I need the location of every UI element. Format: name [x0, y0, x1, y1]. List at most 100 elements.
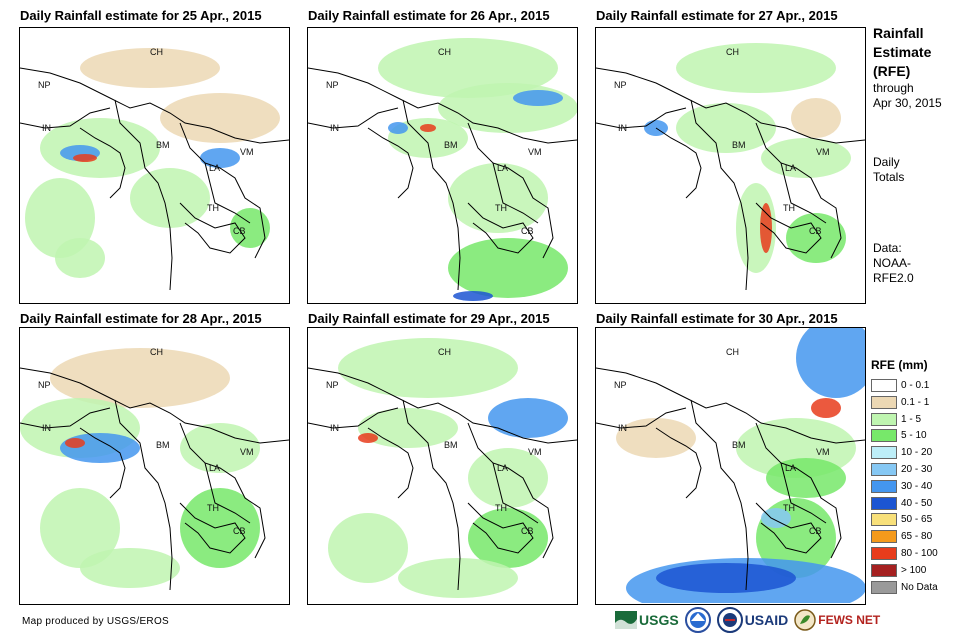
legend-swatch [871, 546, 897, 560]
side-source2: RFE2.0 [873, 271, 914, 285]
rainfall-area [160, 93, 280, 143]
legend-label: 80 - 100 [901, 547, 938, 559]
legend-item: 5 - 10 [871, 428, 965, 443]
usgs-wave-icon [615, 611, 637, 629]
rainfall-area [656, 563, 796, 593]
legend-item: 65 - 80 [871, 529, 965, 544]
rainfall-area [398, 558, 518, 598]
legend-swatch [871, 395, 897, 409]
map-description: Rainfall Estimate (RFE) through Apr 30, … [873, 24, 967, 286]
rainfall-map: CH NP IN BM VM LA TH CB [19, 327, 290, 605]
legend-item: No Data [871, 580, 965, 595]
country-border [20, 367, 289, 444]
rainfall-area [766, 458, 846, 498]
rainfall-area [791, 98, 841, 138]
agency-logos: USGS USAID FEWS NET [615, 606, 880, 634]
usgs-text: USGS [639, 612, 679, 628]
rainfall-area [73, 154, 97, 162]
country-label: LA [785, 163, 796, 173]
panel-title: Daily Rainfall estimate for 26 Apr., 201… [308, 8, 550, 23]
country-label: CH [150, 47, 163, 57]
country-border [467, 122, 554, 259]
country-border [780, 462, 827, 524]
country-label: LA [785, 463, 796, 473]
rainfall-area [468, 508, 548, 568]
legend-item: 10 - 20 [871, 445, 965, 460]
rainfall-area [761, 138, 851, 178]
side-source1: NOAA- [873, 256, 912, 270]
rainfall-area [676, 43, 836, 93]
rainfall-area [488, 398, 568, 438]
country-border [596, 107, 687, 129]
legend-swatch [871, 379, 897, 392]
country-border [467, 502, 534, 554]
country-border [467, 422, 554, 559]
legend-label: 0.1 - 1 [901, 396, 930, 408]
country-label: NP [38, 80, 51, 90]
country-border [114, 99, 173, 291]
country-label: NP [326, 380, 339, 390]
legend-swatch [871, 479, 897, 493]
legend-swatch [871, 446, 897, 460]
country-label: TH [495, 503, 507, 513]
legend-label: No Data [901, 581, 938, 593]
country-label: BM [156, 440, 170, 450]
country-label: LA [497, 463, 508, 473]
country-label: TH [783, 203, 795, 213]
legend-label: 5 - 10 [901, 430, 927, 442]
country-label: TH [495, 203, 507, 213]
rainfall-area [80, 48, 220, 88]
country-border [596, 367, 865, 444]
country-label: TH [783, 503, 795, 513]
country-label: CH [726, 47, 739, 57]
rainfall-area [676, 103, 776, 153]
legend-swatch [871, 412, 897, 426]
legend-item: 1 - 5 [871, 412, 965, 427]
country-label: IN [42, 123, 51, 133]
country-label: CB [809, 226, 822, 236]
country-label: LA [209, 163, 220, 173]
side-data-label: Data: [873, 241, 902, 255]
panel-title: Daily Rainfall estimate for 25 Apr., 201… [20, 8, 262, 23]
usaid-logo: USAID [716, 607, 788, 633]
country-label: VM [528, 147, 542, 157]
country-border [114, 399, 173, 591]
country-label: IN [42, 423, 51, 433]
rainfall-map-canvas: CH NP IN BM VM LA TH CB [20, 47, 289, 291]
legend-label: 10 - 20 [901, 447, 933, 459]
legend-label: 30 - 40 [901, 480, 933, 492]
country-label: CB [521, 226, 534, 236]
country-border [655, 427, 702, 499]
country-border [179, 422, 266, 559]
fewsnet-leaf-icon [794, 609, 816, 631]
country-border [690, 399, 749, 591]
legend-swatch [871, 462, 897, 476]
legend-label: 40 - 50 [901, 497, 933, 509]
rainfall-area [50, 348, 230, 408]
usgs-logo: USGS [615, 611, 679, 629]
side-title-line1: Rainfall [873, 25, 924, 41]
country-label: IN [330, 123, 339, 133]
country-border [179, 502, 246, 554]
country-border [79, 127, 126, 199]
panel-title: Daily Rainfall estimate for 27 Apr., 201… [596, 8, 838, 23]
rainfall-map-canvas: CH NP IN BM VM LA TH CB [596, 328, 865, 603]
country-label: CB [809, 526, 822, 536]
country-border [308, 367, 577, 444]
panel-title: Daily Rainfall estimate for 28 Apr., 201… [20, 311, 262, 326]
rainfall-area [378, 38, 558, 98]
country-border [755, 202, 822, 254]
country-label: CH [726, 347, 739, 357]
country-label: BM [444, 440, 458, 450]
country-label: CB [233, 226, 246, 236]
country-label: BM [156, 140, 170, 150]
country-border [402, 399, 461, 591]
country-border [755, 122, 842, 259]
legend-item: 0 - 0.1 [871, 378, 965, 393]
country-border [20, 67, 289, 144]
rainfall-area [388, 122, 408, 134]
rainfall-area [453, 291, 493, 301]
country-label: BM [444, 140, 458, 150]
legend-label: 65 - 80 [901, 531, 933, 543]
country-border [204, 462, 251, 524]
